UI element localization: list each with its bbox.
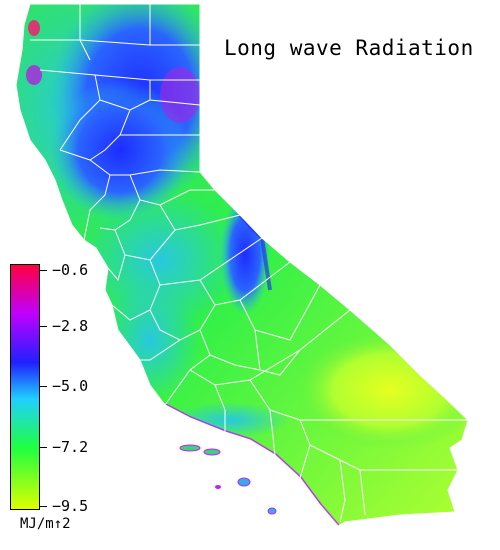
legend-tick (40, 270, 47, 271)
county-boundaries (30, 4, 468, 523)
legend-tick-label: −7.2 (52, 438, 89, 456)
legend-colorbar (10, 264, 40, 510)
legend-tick (40, 447, 47, 448)
legend-tick-label: −5.0 (52, 377, 89, 395)
map-title: Long wave Radiation (224, 36, 474, 60)
legend-units: MJ/m↑2 (20, 516, 71, 532)
islands (179, 444, 277, 515)
legend-tick (40, 506, 47, 507)
legend-tick-label: −9.5 (52, 497, 89, 515)
legend-tick (40, 386, 47, 387)
legend-tick-label: −2.8 (52, 317, 89, 335)
legend-tick (40, 326, 47, 327)
legend-tick-label: −0.6 (52, 261, 89, 279)
